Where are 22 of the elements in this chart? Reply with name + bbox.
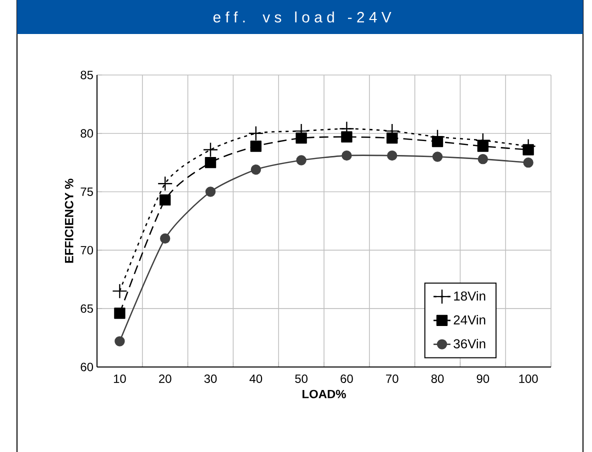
- x-tick-label: 50: [295, 374, 308, 383]
- x-tick-label: 100: [519, 374, 538, 383]
- y-tick-label: 70: [80, 246, 94, 254]
- y-tick-label: 80: [80, 129, 94, 138]
- x-tick-label: 70: [386, 374, 398, 383]
- y-axis-title: EFFICIENCY %: [64, 178, 74, 263]
- x-tick-label: 20: [159, 374, 172, 383]
- x-axis-title: LOAD%: [302, 390, 346, 398]
- x-tick-label: 60: [340, 374, 353, 383]
- y-tick-label: 85: [80, 70, 93, 80]
- legend-label: 24Vin: [454, 314, 486, 324]
- y-tick-label: 75: [80, 188, 93, 196]
- x-tick-label: 10: [114, 374, 126, 383]
- legend-label: 18Vin: [454, 291, 486, 301]
- legend-label: 36Vin: [454, 338, 486, 348]
- x-tick-label: 80: [431, 374, 444, 383]
- y-tick-label: 65: [80, 304, 93, 313]
- y-tick-label: 60: [80, 362, 94, 372]
- x-tick-label: 40: [250, 374, 262, 383]
- chart-title: e f f . v s l o a d - 2 4 V: [213, 12, 392, 22]
- x-tick-label: 90: [476, 374, 490, 383]
- x-tick-label: 30: [204, 374, 217, 383]
